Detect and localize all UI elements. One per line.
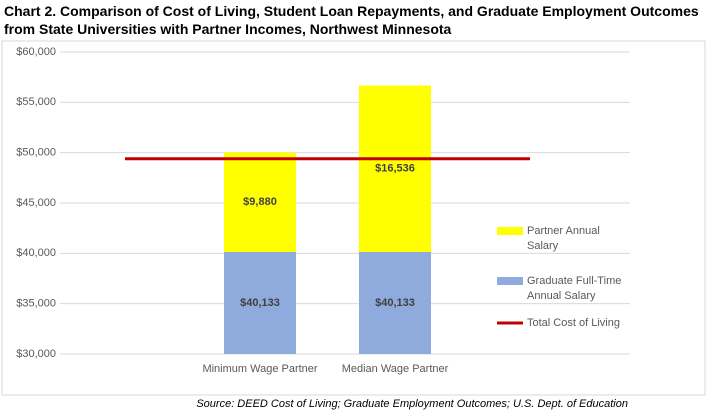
- x-tick-label: Median Wage Partner: [342, 363, 449, 375]
- y-tick-label: $30,000: [16, 348, 56, 360]
- y-tick-label: $60,000: [16, 46, 56, 58]
- y-tick-label: $50,000: [16, 147, 56, 159]
- chart-border: [1, 40, 706, 396]
- y-tick-label: $55,000: [16, 96, 56, 108]
- legend-swatch: [497, 227, 523, 235]
- legend-label: Partner Annual Salary: [527, 225, 600, 252]
- legend-label: Total Cost of Living: [527, 317, 620, 329]
- data-label: $9,880: [243, 196, 277, 208]
- chart-title: Chart 2. Comparison of Cost of Living, S…: [4, 3, 699, 37]
- x-tick-label: Minimum Wage Partner: [202, 363, 317, 375]
- bar-segment: [224, 152, 296, 252]
- legend-label: Graduate Full-Time Annual Salary: [527, 275, 622, 302]
- bar-segment: [224, 251, 296, 354]
- y-tick-label: $35,000: [16, 298, 56, 310]
- y-tick-label: $45,000: [16, 197, 56, 209]
- data-label: $40,133: [375, 297, 415, 309]
- data-label: $40,133: [240, 297, 280, 309]
- source-note: Source: DEED Cost of Living; Graduate Em…: [196, 398, 628, 410]
- bar-segment: [359, 251, 431, 354]
- y-tick-label: $40,000: [16, 247, 56, 259]
- bar-segment: [359, 85, 431, 252]
- data-label: $16,536: [375, 163, 415, 175]
- legend-swatch: [497, 277, 523, 285]
